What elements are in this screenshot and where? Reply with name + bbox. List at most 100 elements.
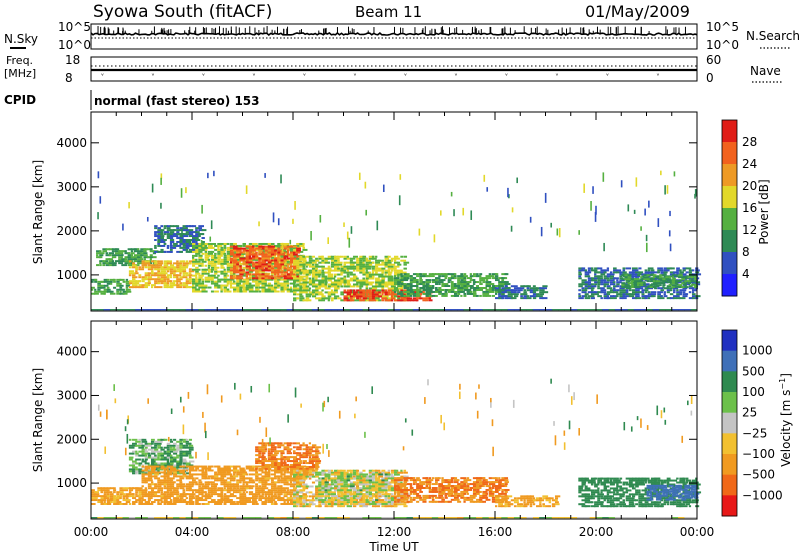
echo-cell	[248, 270, 254, 273]
echo-cell	[160, 280, 166, 283]
echo-cell	[688, 287, 694, 290]
echo-cell	[239, 278, 242, 281]
echo-cell	[150, 442, 154, 445]
echo-cell	[166, 493, 173, 496]
echo-cell	[349, 517, 357, 519]
echo-cell	[390, 265, 394, 268]
echo-cell	[94, 499, 98, 502]
echo-cell	[173, 450, 179, 453]
echo-cell	[207, 266, 211, 269]
power-colorbar-label: Power [dB]	[757, 179, 771, 244]
echo-cell	[264, 499, 268, 502]
echo-cell	[622, 271, 627, 274]
echo-cell	[239, 254, 245, 257]
echo-cell	[286, 503, 293, 505]
echo-cell	[450, 191, 453, 197]
echo-cell	[646, 276, 649, 279]
echo-cell	[182, 464, 186, 467]
echo-cell	[293, 246, 299, 249]
echo-cell	[99, 252, 105, 255]
echo-cell	[286, 487, 289, 490]
echo-cell	[141, 485, 144, 488]
echo-cell	[532, 517, 540, 519]
echo-cell	[507, 517, 515, 519]
echo-cell	[315, 289, 319, 292]
echo-cell	[160, 493, 165, 496]
echo-cell	[621, 282, 626, 285]
echo-cell	[236, 487, 240, 490]
echo-cell	[163, 264, 169, 267]
echo-cell	[425, 283, 430, 286]
echo-cell	[242, 247, 246, 250]
echo-cell	[195, 252, 201, 255]
echo-cell	[122, 489, 129, 492]
echo-cell	[261, 450, 267, 453]
echo-cell	[166, 503, 173, 505]
echo-cell	[160, 479, 166, 482]
echo-cell	[416, 288, 422, 291]
echo-cell	[242, 469, 246, 472]
echo-cell	[613, 285, 618, 288]
echo-cell	[368, 289, 372, 292]
echo-cell	[150, 471, 156, 474]
echo-cell	[239, 257, 243, 260]
echo-cell	[160, 248, 164, 251]
echo-cell	[182, 282, 188, 285]
echo-cell	[188, 250, 194, 253]
echo-cell	[140, 248, 146, 251]
echo-cell	[504, 283, 511, 286]
echo-cell	[182, 225, 188, 228]
echo-cell	[308, 271, 313, 274]
echo-cell	[671, 517, 679, 519]
echo-cell	[179, 460, 185, 463]
echo-cell	[343, 261, 348, 264]
echo-cell	[422, 287, 426, 289]
echo-cell	[578, 295, 582, 298]
echo-cell	[185, 454, 189, 457]
echo-cell	[188, 242, 195, 245]
echo-cell	[693, 286, 697, 289]
echo-cell	[321, 259, 325, 262]
echo-cell	[387, 281, 393, 284]
echo-cell	[166, 260, 173, 263]
echo-cell	[245, 467, 250, 470]
echo-cell	[100, 497, 107, 500]
echo-cell	[176, 280, 181, 283]
echo-cell	[229, 251, 234, 254]
echo-cell	[280, 284, 284, 287]
echo-cell	[663, 269, 670, 272]
echo-cell	[286, 284, 290, 287]
echo-cell	[113, 491, 116, 494]
echo-cell	[349, 295, 356, 298]
echo-cell	[308, 263, 312, 266]
echo-cell	[154, 244, 157, 247]
echo-cell	[264, 267, 270, 270]
echo-cell	[137, 262, 142, 265]
echo-cell	[647, 271, 654, 274]
echo-cell	[375, 283, 378, 286]
echo-cell	[163, 456, 169, 459]
echo-cell	[365, 275, 371, 278]
echo-cell	[390, 285, 396, 288]
echo-cell	[280, 253, 285, 256]
echo-cell	[321, 273, 325, 276]
echo-cell	[507, 289, 514, 292]
echo-cell	[682, 269, 686, 272]
echo-cell	[264, 290, 271, 293]
echo-cell	[655, 282, 661, 285]
echo-cell	[182, 260, 186, 263]
echo-cell	[100, 286, 106, 289]
echo-cell	[157, 229, 163, 232]
echo-cell	[135, 440, 141, 443]
echo-cell	[100, 499, 107, 502]
echo-cell	[359, 263, 365, 266]
echo-cell	[362, 289, 366, 292]
echo-cell	[283, 280, 289, 283]
echo-cell	[362, 259, 369, 262]
echo-cell	[182, 440, 187, 443]
echo-cell	[299, 244, 305, 247]
echo-cell	[676, 295, 680, 298]
echo-cell	[245, 251, 249, 254]
echo-cell	[261, 454, 265, 457]
echo-cell	[255, 471, 259, 474]
